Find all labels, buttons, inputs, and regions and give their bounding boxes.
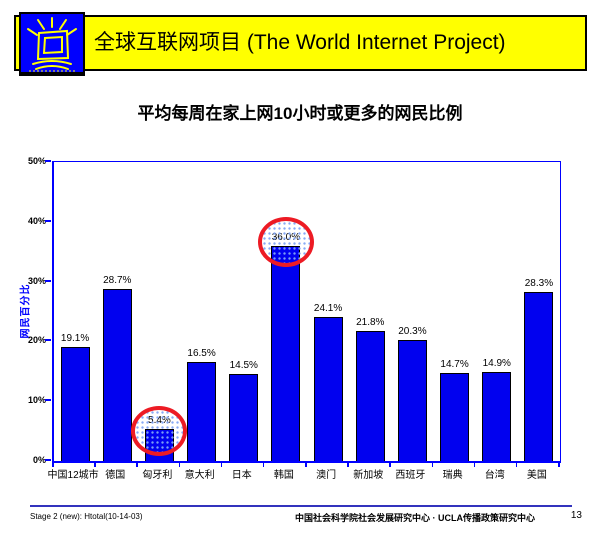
- slide-title: 平均每周在家上网10小时或更多的网民比例: [137, 104, 463, 123]
- y-tick-mark: [45, 459, 51, 461]
- x-tick-mark: [431, 462, 433, 467]
- category-label: 中国12城市: [47, 470, 99, 481]
- plot-area: 19.1%28.7%5.4%16.5%14.5%36.0%24.1%21.8%2…: [52, 161, 561, 463]
- category-label: 澳门: [316, 470, 337, 481]
- x-tick-mark: [389, 462, 391, 467]
- value-label: 28.3%: [524, 278, 554, 289]
- value-label: 21.8%: [356, 317, 385, 328]
- bar-意大利: [187, 362, 217, 461]
- value-label: 19.1%: [60, 333, 90, 344]
- value-label: 14.7%: [440, 359, 469, 370]
- category-label: 日本: [231, 470, 252, 481]
- bar-韩国: [271, 246, 301, 461]
- category-label: 新加坡: [353, 470, 384, 481]
- bar-中国12城市: [60, 347, 90, 461]
- monitor-doodle-icon: [27, 17, 77, 72]
- y-tick-mark: [45, 160, 51, 162]
- y-tick-mark: [45, 279, 51, 282]
- x-tick-mark: [347, 462, 349, 467]
- bar-瑞典: [440, 373, 470, 461]
- highlight-circle-韩国: [257, 217, 314, 267]
- value-label: 16.5%: [187, 348, 216, 359]
- value-label: 14.5%: [229, 360, 258, 371]
- bar-台湾: [482, 372, 512, 461]
- x-tick-mark: [558, 462, 560, 467]
- bar-新加坡: [355, 331, 385, 461]
- category-label: 美国: [526, 470, 547, 481]
- category-label: 台湾: [484, 470, 505, 481]
- header-title: 全球互联网项目 (The World Internet Project): [94, 31, 506, 54]
- y-tick-mark: [45, 219, 51, 222]
- x-tick-mark: [94, 462, 96, 467]
- value-label: 28.7%: [103, 275, 132, 286]
- x-tick-mark: [136, 462, 138, 467]
- y-tick-mark: [45, 399, 51, 402]
- category-label: 韩国: [273, 470, 294, 481]
- y-tick-label: 10%: [27, 395, 46, 406]
- bar-西班牙: [397, 340, 427, 461]
- shining-monitor-logo-icon: [19, 12, 85, 76]
- y-tick-label: 20%: [27, 335, 46, 346]
- value-label: 14.9%: [482, 358, 511, 369]
- bar-美国: [524, 292, 554, 461]
- y-tick-label: 0%: [32, 455, 46, 465]
- category-label: 德国: [105, 470, 126, 481]
- footer-divider: [30, 505, 572, 507]
- value-label: 20.3%: [398, 326, 427, 337]
- y-axis-title: 网民百分比: [20, 283, 32, 339]
- category-label: 意大利: [184, 470, 215, 481]
- footer-source-note: Stage 2 (new): Htotal(10-14-03): [30, 512, 143, 521]
- page-number: 13: [570, 510, 582, 521]
- footer-organization: 中国社会科学院社会发展研究中心 · UCLA传播政策研究中心: [295, 513, 535, 523]
- category-label: 匈牙利: [142, 470, 173, 481]
- x-tick-mark: [178, 462, 180, 467]
- y-tick-label: 50%: [27, 156, 46, 166]
- bar-德国: [102, 289, 132, 461]
- x-tick-mark: [305, 462, 307, 467]
- value-label: 24.1%: [313, 303, 343, 314]
- x-tick-mark: [262, 462, 265, 467]
- y-tick-label: 30%: [27, 275, 46, 286]
- header-banner: 全球互联网项目 (The World Internet Project): [14, 15, 587, 71]
- category-label: 西班牙: [395, 470, 426, 481]
- bar-澳门: [313, 317, 343, 461]
- y-tick-label: 40%: [27, 215, 46, 226]
- x-tick-mark: [52, 462, 54, 467]
- y-tick-mark: [45, 339, 51, 342]
- highlight-circle-匈牙利: [131, 406, 188, 456]
- category-label: 瑞典: [442, 470, 463, 481]
- x-tick-mark: [473, 462, 476, 467]
- bar-日本: [229, 374, 259, 461]
- x-tick-mark: [220, 462, 223, 467]
- x-tick-mark: [515, 462, 518, 467]
- category-axis-labels: 中国12城市 德国 匈牙利 意大利 日本 韩国 澳门 新加坡 西班牙 瑞典 台湾 美国: [48, 466, 558, 481]
